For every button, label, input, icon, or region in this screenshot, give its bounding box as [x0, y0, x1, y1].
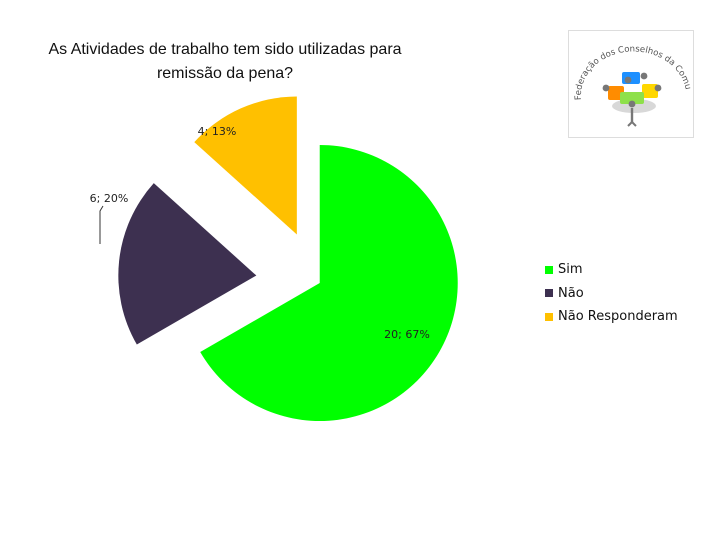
chart-legend: Sim Não Não Responderam [545, 258, 678, 329]
pie-slice-sim [200, 145, 458, 421]
pie-slice-nao-responderam [194, 96, 297, 235]
legend-label-nao: Não [558, 285, 584, 301]
leader-line-nao [99, 205, 104, 244]
legend-label-sim: Sim [558, 262, 583, 278]
legend-swatch-sim [545, 265, 553, 274]
organization-logo: Federação dos Conselhos da Comunidade do… [568, 30, 694, 138]
legend-swatch-nao-responderam [545, 312, 553, 321]
legend-swatch-nao [545, 289, 553, 298]
legend-item-sim: Sim [545, 258, 678, 282]
data-label-nao-responderam: 4; 13% [198, 125, 237, 138]
legend-item-nao-responderam: Não Responderam [545, 305, 678, 329]
data-label-nao: 6; 20% [90, 192, 129, 205]
chart-title: As Atividades de trabalho tem sido utili… [48, 41, 402, 82]
legend-item-nao: Não [545, 282, 678, 306]
data-label-sim: 20; 67% [384, 328, 430, 341]
pie-slice-nao [118, 183, 257, 345]
legend-label-nao-responderam: Não Responderam [558, 309, 678, 325]
